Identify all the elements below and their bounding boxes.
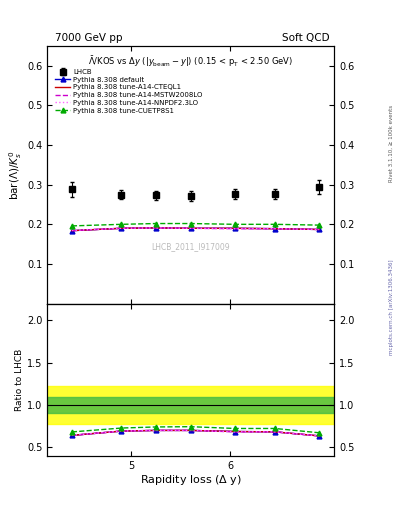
- Bar: [47, 396, 334, 413]
- Y-axis label: bar($\Lambda$)/$K^{0}_{s}$: bar($\Lambda$)/$K^{0}_{s}$: [7, 150, 24, 200]
- Text: LHCB_2011_I917009: LHCB_2011_I917009: [151, 242, 230, 251]
- X-axis label: Rapidity loss ($\Delta$ y): Rapidity loss ($\Delta$ y): [140, 473, 242, 487]
- Y-axis label: Ratio to LHCB: Ratio to LHCB: [15, 349, 24, 411]
- Text: Soft QCD: Soft QCD: [283, 33, 330, 44]
- Legend: LHCB, Pythia 8.308 default, Pythia 8.308 tune-A14-CTEQL1, Pythia 8.308 tune-A14-: LHCB, Pythia 8.308 default, Pythia 8.308…: [53, 68, 204, 115]
- Text: Rivet 3.1.10, ≥ 100k events: Rivet 3.1.10, ≥ 100k events: [389, 105, 393, 182]
- Bar: [47, 386, 334, 424]
- Text: $\bar{\Lambda}$/KOS vs $\Delta y$ ($|y_{\mathrm{beam}}-y|$) (0.15 < p$_{\mathrm{: $\bar{\Lambda}$/KOS vs $\Delta y$ ($|y_{…: [88, 54, 293, 69]
- Text: 7000 GeV pp: 7000 GeV pp: [55, 33, 123, 44]
- Text: mcplots.cern.ch [arXiv:1306.3436]: mcplots.cern.ch [arXiv:1306.3436]: [389, 260, 393, 355]
